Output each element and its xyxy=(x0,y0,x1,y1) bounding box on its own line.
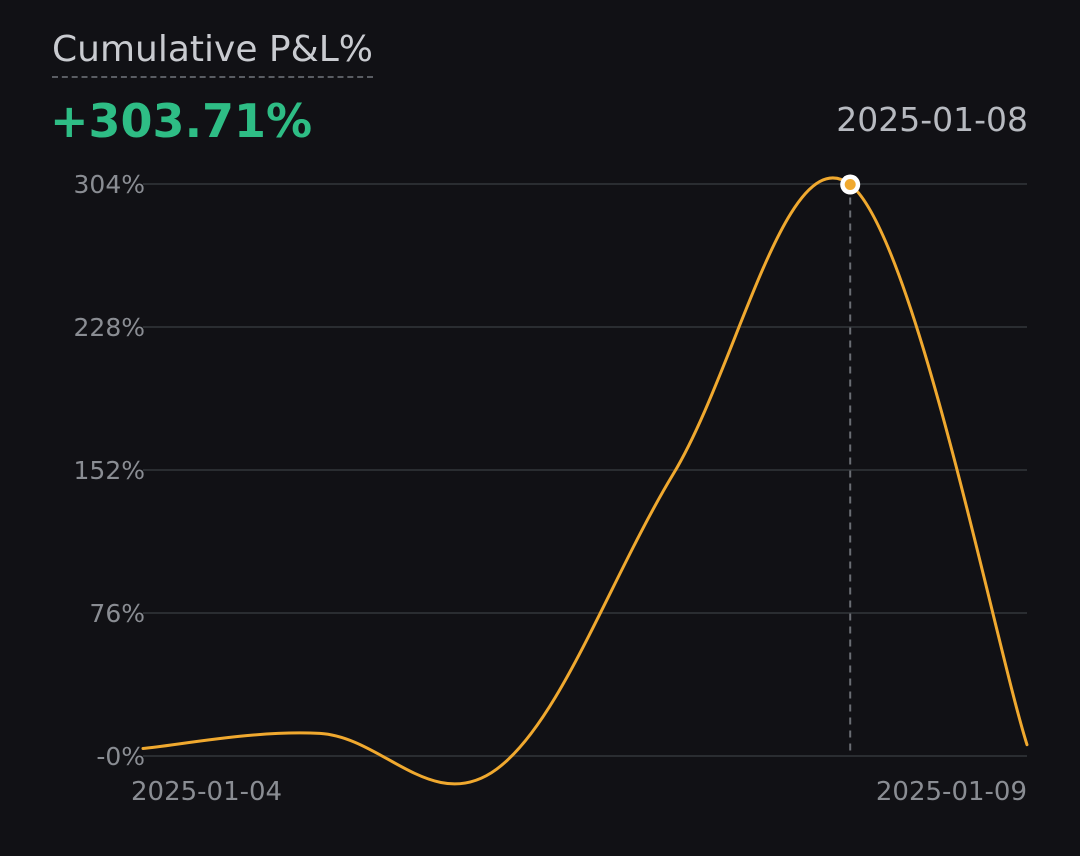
y-tick-label: 76% xyxy=(89,599,145,628)
x-tick-label: 2025-01-09 xyxy=(876,777,1027,807)
grid-lines xyxy=(143,183,1027,757)
series-line xyxy=(141,176,1029,786)
y-tick-label: -0% xyxy=(96,742,145,771)
series-layer xyxy=(141,174,1029,786)
selected-date: 2025-01-08 xyxy=(836,100,1028,139)
x-axis-labels: 2025-01-04 2025-01-09 xyxy=(131,777,1027,807)
highlight-point[interactable] xyxy=(844,179,856,191)
y-tick-label: 152% xyxy=(74,456,145,485)
y-tick-label: 304% xyxy=(74,170,145,199)
y-axis-labels: 304% 228% 152% 76% -0% xyxy=(74,170,145,771)
chart-title[interactable]: Cumulative P&L% xyxy=(52,28,373,78)
x-tick-label: 2025-01-04 xyxy=(131,777,282,807)
y-tick-label: 228% xyxy=(74,313,145,342)
pnl-value: +303.71% xyxy=(50,94,313,148)
